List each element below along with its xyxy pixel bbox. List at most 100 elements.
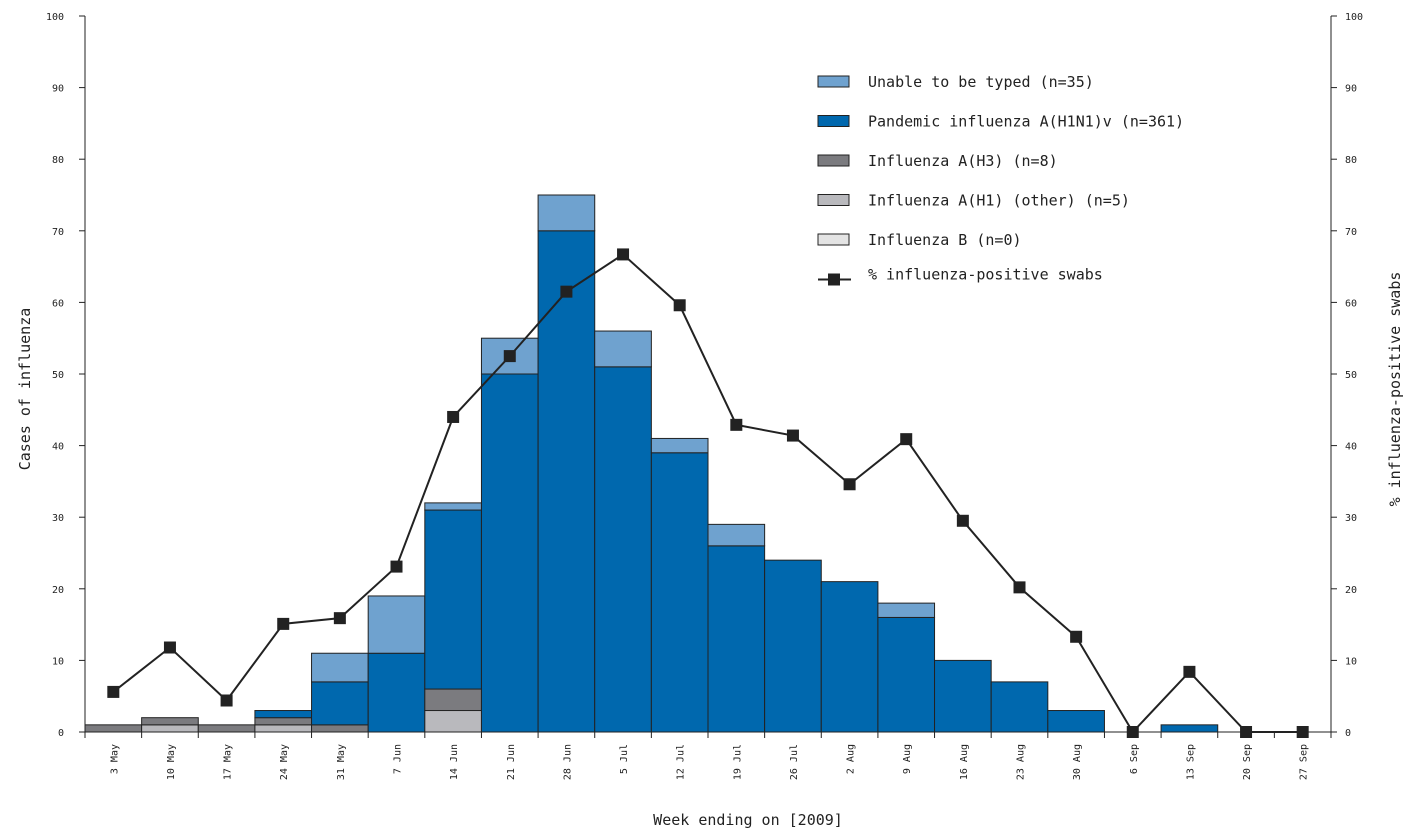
y-tick-label-left: 60 <box>52 298 64 309</box>
y-tick-label-right: 40 <box>1345 442 1357 453</box>
legend-label: Influenza B (n=0) <box>868 231 1022 249</box>
y-tick-label-right: 20 <box>1345 585 1357 596</box>
bar-segment-3-3 <box>254 710 313 719</box>
bar-segment-2-2 <box>197 724 256 733</box>
y-tick-label-right: 100 <box>1345 12 1363 23</box>
y-tick-label-left: 0 <box>58 728 64 739</box>
y-tick-label-right: 50 <box>1345 370 1357 381</box>
x-tick-label: 7 Jun <box>393 744 404 774</box>
legend-swatch <box>817 194 850 206</box>
x-tick-label: 5 Jul <box>619 744 630 774</box>
line-marker-17 <box>1070 630 1083 643</box>
line-marker-15 <box>956 514 969 527</box>
y-tick-label-left: 10 <box>52 656 64 667</box>
y-tick-label-right: 0 <box>1345 728 1351 739</box>
x-tick-label: 14 Jun <box>449 744 460 780</box>
line-marker-7 <box>503 350 516 363</box>
bar-segment-3-8 <box>537 230 596 733</box>
line-marker-0 <box>107 685 120 698</box>
y-tick-label-right: 30 <box>1345 513 1357 524</box>
y-tick-label-right: 60 <box>1345 298 1357 309</box>
axes-layer: 0 0 10 10 20 20 30 30 40 40 50 50 60 60 70 70 80 80 90 90 10… <box>46 12 1363 780</box>
bar-segment-4-6 <box>424 502 482 511</box>
bar-segment-1-6 <box>424 710 482 733</box>
bar-segment-1-1 <box>141 724 199 733</box>
bar-segment-3-9 <box>594 366 652 733</box>
line-marker-13 <box>843 478 856 491</box>
line-marker-5 <box>390 560 403 573</box>
x-axis-title: Week ending on [2009] <box>653 811 843 829</box>
bar-segment-4-10 <box>650 437 709 454</box>
y-axis-title: Cases of influenza <box>16 308 34 471</box>
y-tick-label-right: 70 <box>1345 227 1357 238</box>
x-tick-label: 31 May <box>336 744 347 780</box>
x-tick-label: 6 Sep <box>1129 744 1140 774</box>
y-tick-label-right: 90 <box>1345 84 1357 95</box>
y-axis-right-title: % influenza-positive swabs <box>1386 272 1404 507</box>
line-layer <box>107 248 1309 738</box>
y-tick-label-left: 90 <box>52 84 64 95</box>
y-tick-label-left: 50 <box>52 370 64 381</box>
legend-line-marker <box>828 273 840 286</box>
line-marker-8 <box>560 285 573 298</box>
y-tick-label-right: 10 <box>1345 656 1357 667</box>
x-tick-label: 26 Jul <box>789 744 800 780</box>
y-tick-label-left: 20 <box>52 585 64 596</box>
bar-segment-3-16 <box>990 681 1049 733</box>
line-marker-19 <box>1183 665 1196 678</box>
legend-swatch <box>817 233 850 246</box>
line-marker-12 <box>786 429 799 442</box>
x-tick-label: 28 Jun <box>562 744 573 780</box>
legend: Unable to be typed (n=35) Pandemic influe… <box>817 73 1184 286</box>
y-tick-label-left: 30 <box>52 513 64 524</box>
x-tick-label: 3 May <box>109 744 120 774</box>
x-tick-label: 23 Aug <box>1016 744 1027 780</box>
bar-segment-4-11 <box>707 523 766 547</box>
legend-label-line: % influenza-positive swabs <box>868 266 1103 284</box>
y-tick-label-right: 80 <box>1345 155 1357 166</box>
bar-segment-3-10 <box>650 452 709 733</box>
bar-segment-3-19 <box>1160 724 1219 733</box>
bar-segment-3-14 <box>877 616 936 733</box>
legend-swatch <box>817 75 850 88</box>
bar-segment-3-7 <box>480 373 539 733</box>
x-tick-label: 24 May <box>279 744 290 780</box>
bar-segment-4-14 <box>877 602 936 618</box>
bar-segment-3-12 <box>764 559 822 733</box>
legend-swatch <box>817 154 850 167</box>
y-tick-label-left: 100 <box>46 12 64 23</box>
legend-label: Unable to be typed (n=35) <box>868 73 1094 91</box>
x-tick-label: 19 Jul <box>732 744 743 780</box>
x-tick-label: 30 Aug <box>1072 744 1083 780</box>
bar-segment-2-1 <box>141 717 199 726</box>
x-tick-label: 21 Jun <box>506 744 517 780</box>
bar-segment-3-15 <box>934 659 992 733</box>
line-marker-4 <box>333 612 346 625</box>
x-tick-label: 17 May <box>223 744 234 780</box>
bar-segment-3-5 <box>367 652 426 733</box>
bar-segment-4-5 <box>367 595 426 654</box>
bar-segment-3-13 <box>820 581 879 733</box>
y-tick-label-left: 40 <box>52 442 64 453</box>
line-marker-14 <box>900 433 913 446</box>
bar-segment-3-17 <box>1047 710 1105 733</box>
line-marker-9 <box>617 248 630 261</box>
legend-label: Pandemic influenza A(H1N1)v (n=361) <box>868 113 1184 131</box>
x-tick-label: 9 Aug <box>902 744 913 774</box>
line-marker-1 <box>163 641 176 654</box>
legend-label: Influenza A(H3) (n=8) <box>868 152 1058 170</box>
bar-segment-4-9 <box>594 330 652 368</box>
bar-segment-2-3 <box>254 717 313 726</box>
line-percent-positive <box>112 253 1303 734</box>
line-marker-16 <box>1013 581 1026 594</box>
bar-segment-4-4 <box>311 652 369 683</box>
bar-segment-2-0 <box>84 724 143 733</box>
line-marker-6 <box>447 410 460 423</box>
y-tick-label-left: 70 <box>52 227 64 238</box>
x-tick-label: 2 Aug <box>846 744 857 774</box>
bar-segment-2-4 <box>311 724 369 733</box>
bar-segment-2-6 <box>424 688 482 712</box>
bar-segment-3-6 <box>424 509 482 690</box>
x-tick-label: 13 Sep <box>1185 744 1196 780</box>
line-marker-3 <box>277 617 290 630</box>
